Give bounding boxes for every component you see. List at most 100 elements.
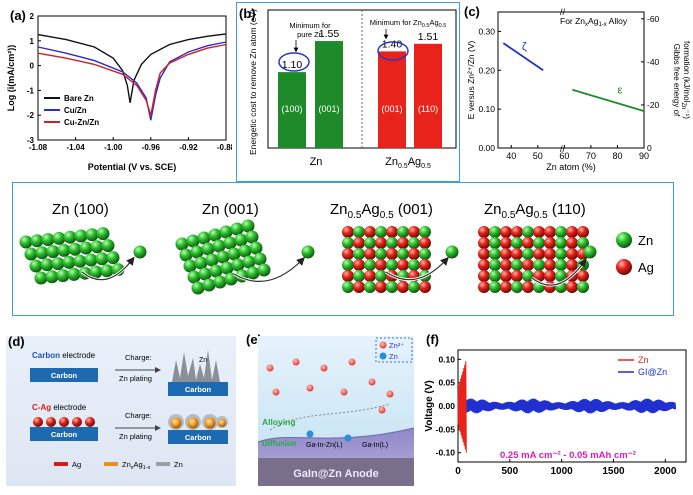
zn-sphere — [84, 253, 98, 267]
zn-sphere — [238, 244, 252, 258]
ag-sphere — [522, 237, 534, 249]
zn-sphere — [179, 248, 193, 262]
zn-sphere — [202, 278, 216, 292]
zn-sphere — [489, 226, 501, 238]
zn-sphere — [489, 259, 501, 271]
escaping-zn-atom — [445, 245, 459, 259]
ag-sphere — [522, 259, 534, 271]
ag-sphere — [566, 248, 578, 260]
a-legend-label: Cu-Zn/Zn — [64, 118, 99, 127]
ag-sphere — [478, 248, 490, 260]
ag-sphere — [397, 281, 409, 293]
struct-title-3: Zn0.5Ag0.5 (001) — [330, 201, 433, 221]
zn-sphere — [45, 270, 59, 284]
b-value-label: 1.51 — [418, 31, 439, 43]
ag-sphere — [544, 270, 556, 282]
zn-sphere — [555, 259, 567, 271]
zn-sphere — [191, 281, 205, 295]
zn-sphere — [577, 237, 589, 249]
zn-sphere — [342, 281, 354, 293]
f-ytick-label: -0.10 — [436, 448, 456, 458]
zn-sphere — [197, 231, 211, 245]
zn-sphere — [29, 259, 43, 273]
ag-sphere — [511, 270, 523, 282]
chart-c: (c) For ZnxAg1-x Alloy E versus Zn²⁺/Zn … — [464, 4, 691, 172]
b-group-alloy: Zn0.5Ag0.5 — [385, 156, 431, 170]
zn-sphere — [106, 251, 120, 265]
zn-sphere — [408, 259, 420, 271]
zn-sphere — [555, 237, 567, 249]
panel-c-label: (c) — [464, 4, 480, 19]
c-ytick-right-label: 0 — [647, 143, 652, 153]
a-ytick-label: -1 — [27, 86, 35, 95]
ag-sphere — [342, 226, 354, 238]
f-ylabel: Voltage (V) — [424, 380, 435, 431]
zn-sphere — [489, 270, 501, 282]
b-min-pure-2: pure Zn — [297, 30, 323, 39]
zn-sphere — [342, 237, 354, 249]
ag-sphere — [364, 226, 376, 238]
b-value-label: 1.10 — [282, 59, 303, 71]
d-dendrites — [172, 350, 220, 382]
b-category-label: (001) — [381, 104, 402, 114]
zn-sphere — [522, 248, 534, 260]
zn-sphere — [212, 239, 226, 253]
zn-sphere — [230, 222, 244, 236]
d-legend-zn: Zn — [174, 460, 183, 469]
zn-sphere — [100, 264, 114, 278]
legend-zn-label: Zn — [638, 233, 653, 248]
chart-b: (b) Energetic cost to remove Zn atom (eV… — [239, 6, 457, 170]
e-zn-atom-1 — [306, 430, 314, 438]
d-carbon-bar-3 — [30, 427, 98, 441]
ag-sphere — [375, 281, 387, 293]
zn-sphere — [419, 226, 431, 238]
d-carbon-label-4: Carbon — [185, 433, 212, 442]
zn-sphere — [253, 252, 267, 266]
e-diffusion: Diffusion — [262, 439, 297, 448]
panel-f: (f) Voltage (V) 0 500 1000 1500 2000 0.10 0.05… — [422, 330, 693, 490]
zn-sphere — [364, 237, 376, 249]
zn-sphere — [101, 239, 115, 253]
f-xtick-label: 2000 — [654, 466, 677, 477]
b-category-label: (100) — [281, 104, 302, 114]
c-ytick-right-label: -40 — [647, 57, 660, 67]
d-charge-1: Charge: — [125, 353, 152, 362]
b-bar-0 — [278, 72, 306, 148]
zn-sphere — [408, 237, 420, 249]
b-category-label: (110) — [418, 104, 438, 114]
b-group-zn: Zn — [310, 156, 323, 168]
e-svg: (e) Zn²⁺ Zn Alloying Ga-In-Zn(L) Diffusi… — [246, 332, 415, 486]
zn-sphere — [489, 281, 501, 293]
zn-sphere — [68, 242, 82, 256]
zn-sphere — [57, 243, 71, 257]
f-xtick-label: 0 — [455, 466, 461, 477]
removal-arrow — [385, 256, 449, 281]
e-anode-label: GaIn@Zn Anode — [293, 468, 378, 480]
a-xlabel: Potential (V vs. SCE) — [88, 162, 177, 172]
zn-sphere — [364, 259, 376, 271]
b-min-pure-1: Minimum for — [289, 21, 331, 30]
ag-sphere — [375, 259, 387, 271]
zn-sphere — [227, 247, 241, 261]
f-legend-gi: GI@Zn — [638, 367, 667, 377]
c-series-line — [502, 42, 544, 72]
ag-sphere — [522, 281, 534, 293]
a-xtick-label: -1.04 — [66, 143, 85, 152]
f-ytick-label: 0.00 — [438, 401, 455, 411]
ag-sphere — [478, 237, 490, 249]
d-charge-2: Charge: — [125, 411, 152, 420]
zn-sphere — [220, 261, 234, 275]
zn-sphere — [555, 248, 567, 260]
panel-b: (b) Energetic cost to remove Zn atom (eV… — [236, 2, 460, 182]
c-ytick-label: 0.30 — [478, 26, 495, 36]
d-carbon-label-2: Carbon — [185, 385, 212, 394]
e-surface-line — [257, 427, 415, 443]
d-carbon-title: Carbon electrode — [32, 351, 96, 360]
zn-sphere — [353, 226, 365, 238]
panel-b-frame — [236, 2, 460, 182]
zn-sphere — [364, 281, 376, 293]
d-carbon-bar-4 — [168, 430, 228, 444]
plot-a-frame — [37, 15, 227, 141]
zn-sphere — [90, 240, 104, 254]
zn-sphere — [96, 227, 110, 241]
